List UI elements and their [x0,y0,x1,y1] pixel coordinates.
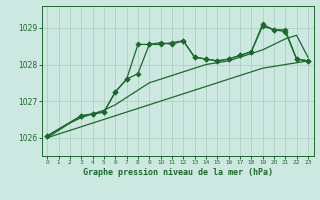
X-axis label: Graphe pression niveau de la mer (hPa): Graphe pression niveau de la mer (hPa) [83,168,273,177]
